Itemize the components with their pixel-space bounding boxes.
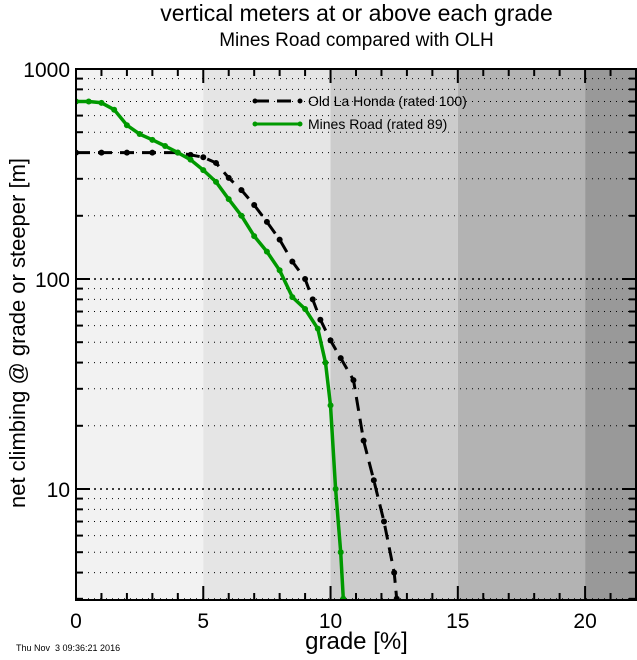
data-point: [213, 178, 219, 185]
data-series: [76, 98, 400, 600]
data-point: [263, 218, 270, 225]
data-point: [98, 149, 105, 156]
data-point: [238, 187, 245, 194]
tick-labels: 0 5 10 15 20 1000 100 10: [23, 59, 596, 633]
data-point: [200, 167, 207, 174]
x-tick-label: 5: [197, 610, 209, 633]
data-point: [381, 518, 387, 525]
x-tick-label: 15: [446, 610, 469, 633]
data-point: [213, 159, 219, 166]
data-point: [317, 316, 324, 323]
data-point: [276, 236, 283, 243]
data-point: [251, 233, 258, 240]
data-point: [149, 136, 156, 143]
x-tick-label: 0: [70, 610, 82, 633]
data-point: [391, 569, 398, 576]
data-point: [340, 595, 347, 600]
y-tick-label: 100: [35, 269, 70, 292]
data-point: [251, 202, 258, 209]
data-point: [123, 149, 130, 156]
data-point: [327, 337, 334, 344]
data-point: [200, 154, 207, 161]
data-point: [174, 149, 181, 156]
y-tick-label: 1000: [23, 59, 70, 82]
data-point: [225, 196, 232, 203]
y-tick-label: 10: [47, 479, 70, 502]
x-axis-label: grade [%]: [305, 628, 408, 655]
timestamp: Thu Nov 3 09:36:21 2016: [16, 643, 121, 653]
legend: Old La Honda (rated 100) Mines Road (rate…: [252, 93, 467, 132]
data-point: [276, 267, 283, 274]
x-tick-label: 10: [319, 610, 342, 633]
data-point: [337, 355, 344, 362]
chart-title: vertical meters at or above each grade: [160, 0, 553, 26]
data-point: [289, 258, 296, 265]
data-point: [337, 549, 344, 556]
data-point: [187, 151, 194, 158]
data-point: [370, 477, 377, 484]
data-point: [332, 486, 339, 492]
legend-label: Old La Honda (rated 100): [308, 93, 467, 109]
data-point: [309, 296, 316, 303]
data-point: [238, 212, 245, 219]
data-point: [162, 142, 169, 149]
data-point: [187, 156, 194, 163]
grade-band: [457, 69, 586, 600]
background-bands: [76, 69, 636, 600]
plot-frame: [75, 68, 637, 601]
data-point: [85, 98, 92, 105]
grade-band: [203, 69, 331, 600]
data-point: [302, 276, 309, 282]
x-tick-label: 20: [573, 610, 596, 633]
data-point: [123, 122, 130, 129]
grade-band: [76, 69, 204, 600]
data-point: [360, 437, 367, 444]
data-point: [322, 359, 329, 366]
data-point: [314, 325, 321, 332]
grade-band: [585, 69, 636, 600]
data-point: [149, 149, 156, 156]
grade-band: [330, 69, 458, 600]
data-point: [136, 131, 143, 138]
legend-label: Mines Road (rated 89): [308, 116, 447, 132]
data-point: [225, 174, 232, 181]
data-point: [327, 402, 334, 409]
data-point: [289, 294, 296, 301]
data-point: [98, 99, 105, 106]
data-point: [263, 248, 270, 255]
data-point: [302, 305, 309, 312]
data-point: [393, 595, 400, 600]
chart-subtitle: Mines Road compared with OLH: [219, 30, 494, 51]
data-point: [111, 106, 118, 113]
data-point: [350, 377, 357, 384]
